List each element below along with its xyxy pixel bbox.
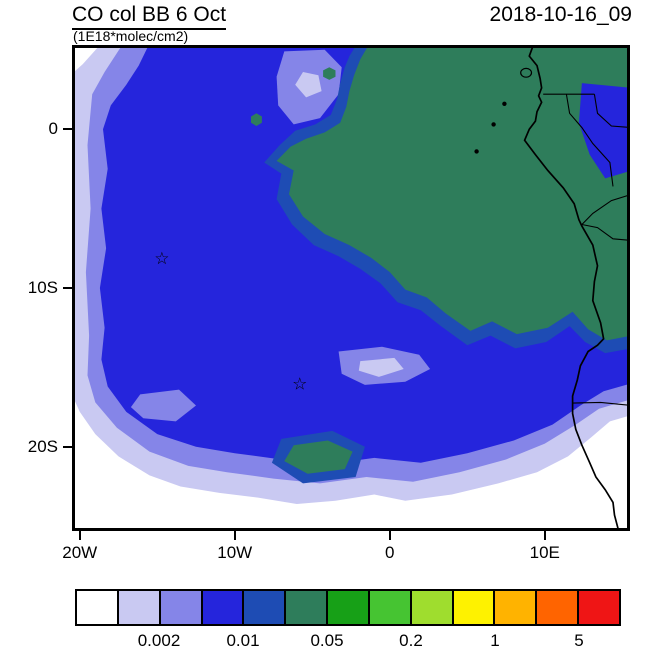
- x-axis-tick-label: 10W: [217, 543, 253, 562]
- island-dot: [474, 149, 479, 154]
- plot-timestamp: 2018-10-16_09: [489, 3, 632, 26]
- colorbar-cell: [160, 591, 203, 624]
- colorbar-tick-label: 0.05: [310, 631, 344, 650]
- colorbar-cell: [77, 591, 119, 624]
- contour-region: [358, 357, 404, 377]
- x-axis-tick: [233, 531, 236, 540]
- colorbar-cell: [369, 591, 412, 624]
- plot-title: CO col BB 6 Oct: [72, 3, 227, 30]
- colorbar-cell: [286, 591, 329, 624]
- map-frame-border: [72, 45, 630, 531]
- y-axis-tick: [63, 445, 72, 448]
- contour-region: [295, 72, 322, 98]
- colorbar-tick-label: 5: [574, 631, 584, 650]
- colorbar-cell: [118, 591, 161, 624]
- x-axis-tick-label: 20W: [62, 543, 98, 562]
- colorbar-cell: [411, 591, 454, 624]
- colorbar-cell: [495, 591, 538, 624]
- colorbar-labels: 0.002 0.01 0.05 0.2 1 5: [75, 631, 621, 655]
- country-border: [572, 401, 630, 406]
- country-border: [581, 194, 630, 225]
- x-axis-tick: [543, 531, 546, 540]
- colorbar-cell: [202, 591, 245, 624]
- map-area: ☆ ☆: [72, 45, 630, 531]
- contour-region: [276, 45, 630, 341]
- y-axis-tick-label: 10S: [27, 278, 58, 297]
- contour-region: [578, 83, 630, 179]
- colorbar-tick-label: 0.002: [137, 631, 181, 650]
- country-border: [593, 94, 630, 129]
- country-border: [581, 223, 630, 241]
- contour-region: [130, 389, 196, 422]
- x-axis-tick: [388, 531, 391, 540]
- y-axis-tick-label: 0: [48, 119, 58, 139]
- contour-map-svg: ☆☆: [72, 45, 630, 531]
- station-marker: ☆: [154, 249, 169, 269]
- x-axis-tick-label: 10E: [529, 543, 560, 562]
- colorbar-cell: [453, 591, 496, 624]
- island-dot: [502, 101, 507, 106]
- colorbar-cell: [328, 591, 370, 624]
- y-axis-tick: [63, 287, 72, 289]
- colorbar-cell: [244, 591, 287, 624]
- colorbar-tick-label: 0.2: [399, 631, 423, 650]
- island-dot: [491, 122, 496, 127]
- colorbar: [75, 589, 621, 626]
- colorbar-tick-label: 1: [490, 631, 500, 650]
- colorbar-cell: [537, 591, 580, 624]
- station-marker: ☆: [292, 374, 307, 394]
- country-border: [565, 94, 614, 187]
- coastline: [523, 45, 620, 531]
- y-axis-tick: [63, 128, 72, 131]
- contour-region: [284, 440, 353, 474]
- contour-region: [323, 67, 336, 80]
- contour-region: [251, 113, 262, 126]
- x-axis-tick-label: 0: [385, 543, 395, 562]
- plot-units-label: (1E18*molec/cm2): [73, 28, 189, 44]
- y-axis-tick-label: 20S: [27, 436, 58, 456]
- colorbar-cell: [579, 591, 619, 624]
- colorbar-tick-label: 0.01: [226, 631, 260, 650]
- island-outline: [520, 67, 533, 78]
- x-axis-tick: [78, 531, 81, 540]
